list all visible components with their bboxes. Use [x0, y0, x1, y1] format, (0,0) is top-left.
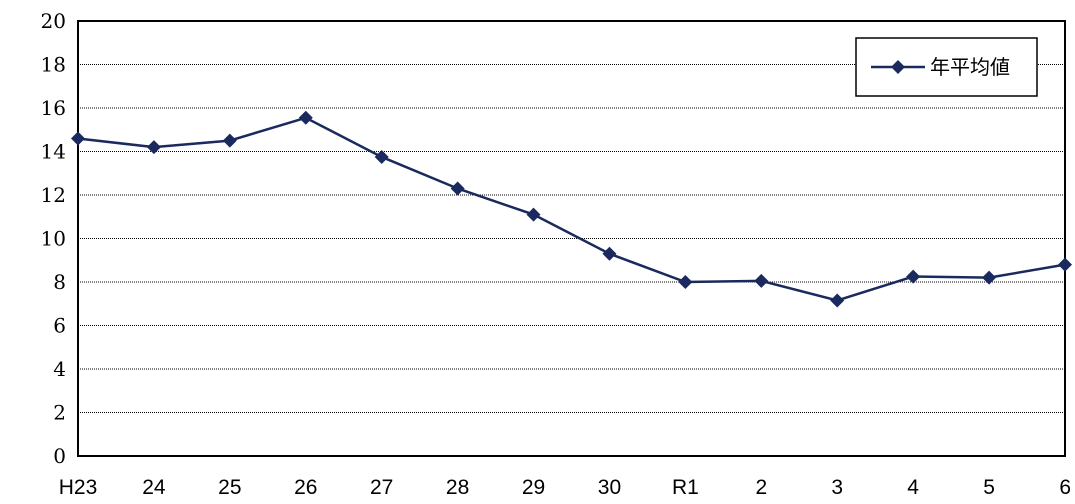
y-tick-label: 4 [53, 357, 66, 381]
x-tick-label: 28 [446, 476, 469, 499]
x-tick-label: 6 [1059, 476, 1071, 499]
x-tick-label: H23 [59, 476, 98, 499]
legend: 年平均値 [855, 37, 1038, 97]
y-tick-label: 12 [41, 183, 66, 207]
data-point-marker [830, 293, 845, 308]
x-tick-label: 4 [907, 476, 919, 499]
x-tick-label: 2 [755, 476, 767, 499]
series-line [77, 116, 1066, 302]
x-axis-ticks: H23 24 25 26 27 28 29 30 R1 2 3 4 5 6 [59, 476, 1071, 499]
data-point-marker [222, 133, 237, 148]
data-point-marker [602, 246, 617, 261]
data-point-marker [146, 140, 161, 155]
data-point-marker [526, 207, 541, 222]
grid-lines [78, 64, 1065, 413]
data-point-marker [982, 270, 997, 285]
data-point-marker [450, 181, 465, 196]
data-point-marker [374, 149, 389, 164]
y-tick-label: 6 [53, 314, 66, 338]
data-point-marker [1058, 257, 1072, 272]
data-point-marker [71, 131, 85, 146]
x-tick-label: 3 [831, 476, 843, 499]
series-group [71, 110, 1072, 308]
y-tick-label: 20 [41, 9, 66, 33]
data-point-marker [906, 269, 921, 284]
x-tick-label: 5 [983, 476, 995, 499]
y-tick-label: 16 [41, 96, 66, 120]
plot-area-frame [77, 20, 1066, 457]
legend-marker-icon [891, 60, 905, 74]
data-point-marker [754, 273, 769, 288]
y-tick-label: 14 [41, 140, 66, 164]
x-tick-label: 30 [598, 476, 621, 499]
legend-label: 年平均値 [930, 55, 1010, 79]
data-point-marker [298, 110, 313, 125]
y-tick-label: 0 [53, 444, 66, 468]
y-tick-label: 18 [41, 53, 66, 77]
y-tick-label: 8 [53, 270, 66, 294]
x-tick-label: 26 [294, 476, 317, 499]
x-tick-label: 25 [218, 476, 241, 499]
data-point-marker [678, 275, 693, 289]
x-tick-label: 29 [522, 476, 545, 499]
y-axis-ticks: 0 2 4 6 8 10 12 14 16 18 20 [41, 9, 66, 468]
x-tick-label: 27 [370, 476, 393, 499]
x-tick-label: 24 [142, 476, 166, 499]
y-tick-label: 2 [53, 401, 66, 425]
x-tick-label: R1 [672, 476, 699, 499]
y-tick-label: 10 [41, 227, 66, 251]
